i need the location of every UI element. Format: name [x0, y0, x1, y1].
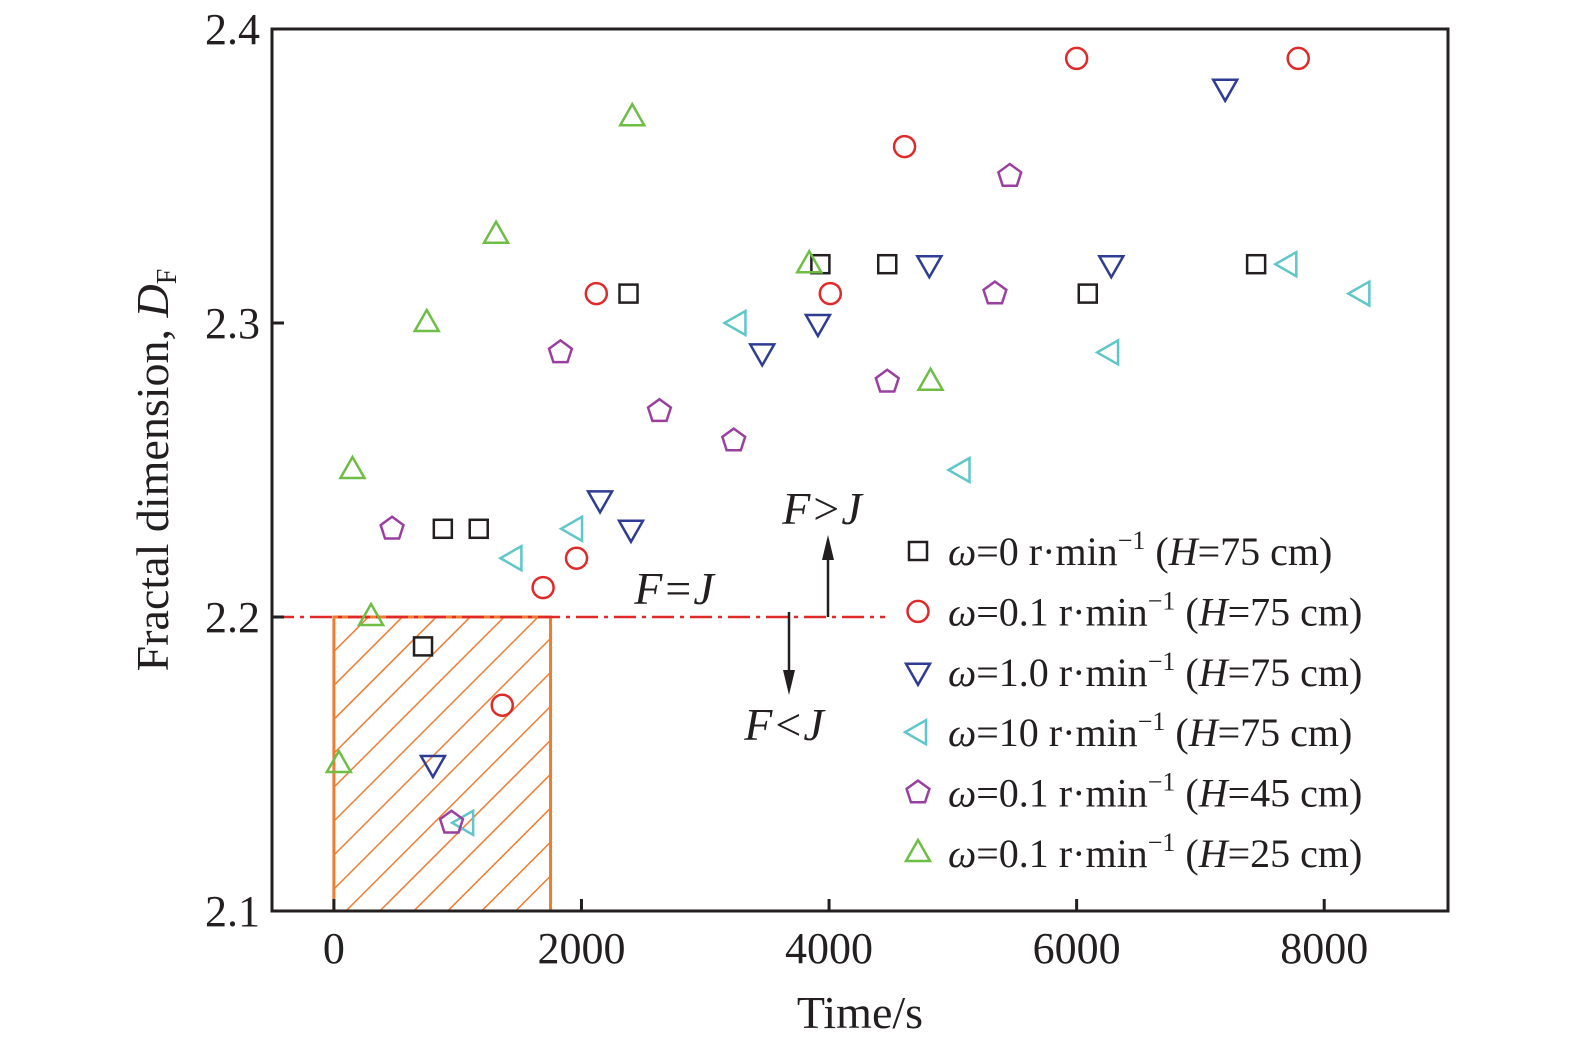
- series-5: [324, 101, 945, 774]
- x-tick-label-4: 8000: [1280, 924, 1368, 973]
- series-0-point-2: [412, 636, 434, 657]
- series-3-point-5: [1094, 338, 1120, 367]
- annotation-less: F<J: [743, 699, 826, 750]
- hatched-region-box: [332, 615, 553, 913]
- series-3-point-4: [945, 455, 971, 485]
- legend-marker-0: [907, 540, 929, 562]
- series-2-point-3: [748, 343, 777, 368]
- series-4-point-5: [874, 368, 901, 393]
- legend-label-1: ω=0.1 r·min−1 (H=75 cm): [948, 586, 1362, 634]
- y-axis-title-text: Fractal dimension,: [127, 317, 178, 671]
- series-2-point-5: [915, 254, 944, 280]
- x-axis-ticks: 0 2000 4000 6000 8000: [323, 899, 1368, 973]
- arrow-up-head: [822, 535, 834, 560]
- series-2: [418, 78, 1240, 780]
- series-2-point-1: [585, 490, 615, 515]
- series-5-point-0: [324, 748, 354, 774]
- series-1: [490, 46, 1310, 717]
- series-2-point-6: [1097, 254, 1126, 280]
- series-0-point-5: [876, 253, 898, 275]
- series-0-point-0: [432, 518, 454, 540]
- series-5-point-7: [916, 366, 945, 392]
- series-0-point-1: [468, 518, 489, 540]
- series-0-point-7: [1245, 253, 1267, 275]
- series-4-point-7: [996, 162, 1023, 187]
- series-3: [449, 250, 1371, 837]
- legend-item-2: ω=1.0 r·min−1 (H=75 cm): [903, 647, 1362, 695]
- series-2-point-7: [1211, 78, 1240, 104]
- series-5-point-3: [412, 307, 441, 333]
- legend-label-2: ω=1.0 r·min−1 (H=75 cm): [948, 647, 1362, 695]
- series-1-point-7: [1286, 46, 1310, 71]
- series-1-point-2: [564, 546, 589, 570]
- y-axis-ticks: 2.1 2.2 2.3 2.4: [205, 5, 284, 936]
- series-2-point-4: [803, 313, 833, 339]
- annotation-equal: F=J: [633, 563, 716, 614]
- series-5-point-5: [618, 101, 647, 127]
- x-axis-title: Time/s: [797, 987, 923, 1038]
- series-5-point-1: [338, 454, 367, 480]
- legend-item-0: ω=0 r·min−1 (H=75 cm): [907, 526, 1332, 574]
- data-series: [324, 46, 1371, 837]
- arrow-down-head: [783, 670, 795, 695]
- series-4-point-4: [720, 427, 747, 452]
- series-2-point-0: [418, 754, 448, 780]
- y-tick-label-0: 2.1: [205, 887, 260, 936]
- series-4: [379, 162, 1023, 834]
- series-3-point-3: [721, 308, 747, 338]
- direction-arrows: [783, 535, 834, 695]
- legend-item-1: ω=0.1 r·min−1 (H=75 cm): [906, 586, 1362, 634]
- series-0-point-3: [618, 283, 639, 304]
- series-1-point-0: [490, 693, 514, 717]
- hatched-region: [332, 615, 553, 913]
- x-tick-label-2: 4000: [785, 924, 873, 973]
- legend: ω=0 r·min−1 (H=75 cm) ω=0.1 r·min−1 (H=75…: [902, 526, 1362, 876]
- series-4-point-3: [646, 397, 673, 423]
- y-tick-label-2: 2.3: [205, 299, 260, 348]
- legend-marker-4: [905, 779, 931, 804]
- series-5-point-4: [481, 219, 511, 245]
- series-4-point-0: [379, 515, 405, 540]
- legend-marker-2: [903, 662, 933, 688]
- series-1-point-4: [818, 281, 843, 306]
- series-4-point-6: [982, 280, 1008, 305]
- series-3-point-2: [558, 514, 584, 543]
- legend-marker-1: [906, 599, 930, 624]
- legend-item-3: ω=10 r·min−1 (H=75 cm): [902, 707, 1352, 755]
- series-3-point-1: [497, 544, 523, 573]
- x-tick-label-3: 6000: [1033, 924, 1121, 973]
- y-tick-label-1: 2.2: [205, 593, 260, 642]
- legend-marker-3: [902, 718, 928, 747]
- series-0-point-6: [1077, 283, 1099, 304]
- plot-frame: [270, 27, 1450, 913]
- series-4-point-2: [547, 338, 574, 364]
- series-1-point-6: [1064, 46, 1089, 71]
- series-3-point-6: [1272, 250, 1298, 279]
- legend-label-5: ω=0.1 r·min−1 (H=25 cm): [948, 828, 1362, 876]
- y-axis-title-sub: F: [152, 269, 183, 285]
- series-1-point-5: [892, 134, 917, 159]
- series-5-point-2: [356, 601, 386, 627]
- legend-label-4: ω=0.1 r·min−1 (H=45 cm): [948, 768, 1362, 816]
- series-0: [412, 253, 1267, 657]
- x-tick-label-0: 0: [323, 924, 345, 973]
- series-3-point-0: [449, 808, 475, 837]
- series-3-point-7: [1345, 279, 1371, 308]
- annotation-greater: F>J: [781, 483, 864, 534]
- series-4-point-1: [438, 809, 465, 834]
- legend-label-0: ω=0 r·min−1 (H=75 cm): [948, 526, 1332, 574]
- series-1-point-3: [584, 281, 609, 306]
- legend-label-3: ω=10 r·min−1 (H=75 cm): [948, 707, 1352, 755]
- y-axis-title-symbol: D: [127, 284, 178, 318]
- series-5-point-6: [795, 248, 824, 274]
- legend-marker-5: [903, 837, 933, 863]
- series-2-point-2: [616, 519, 646, 545]
- legend-item-5: ω=0.1 r·min−1 (H=25 cm): [903, 828, 1362, 876]
- y-tick-label-3: 2.4: [205, 5, 260, 54]
- x-tick-label-1: 2000: [537, 924, 625, 973]
- legend-item-4: ω=0.1 r·min−1 (H=45 cm): [905, 768, 1362, 816]
- y-axis-title: Fractal dimension, DF: [127, 269, 183, 672]
- series-1-point-1: [531, 575, 555, 600]
